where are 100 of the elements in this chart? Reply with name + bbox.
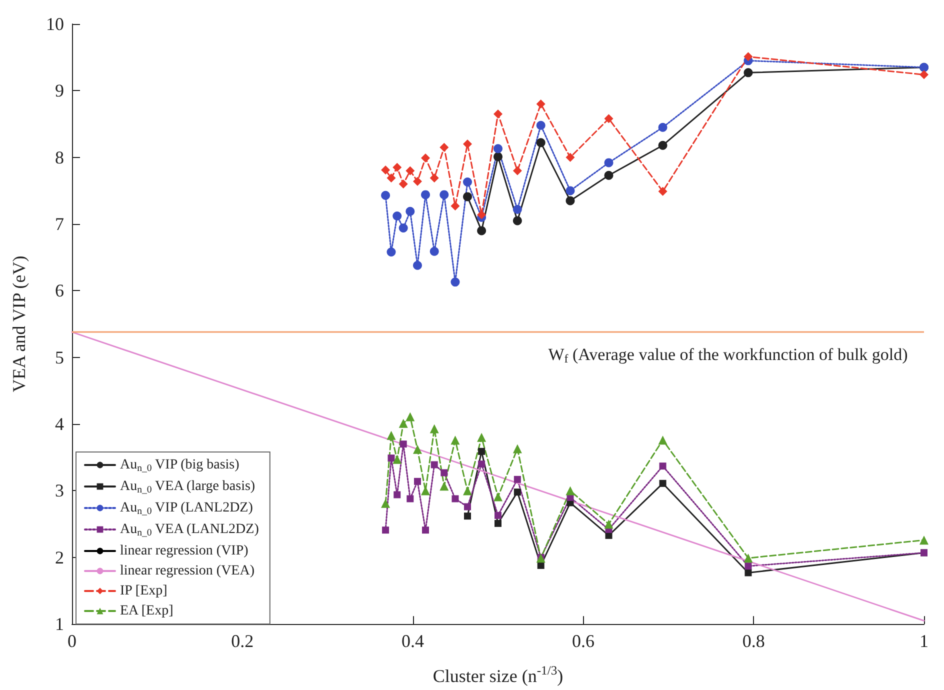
point — [514, 476, 521, 483]
point — [386, 430, 396, 440]
point — [512, 444, 522, 454]
x-tick-label: 0.2 — [231, 631, 254, 652]
point — [494, 492, 502, 502]
point — [478, 448, 486, 455]
point — [430, 461, 438, 468]
point — [494, 152, 502, 162]
y-tick-label: 8 — [55, 147, 64, 168]
point — [744, 562, 752, 570]
point — [512, 216, 522, 226]
point — [477, 432, 486, 442]
point — [494, 144, 502, 154]
point — [659, 462, 666, 470]
point — [658, 436, 668, 445]
point — [398, 224, 408, 233]
point — [398, 180, 408, 189]
point — [658, 122, 668, 132]
point — [464, 503, 471, 510]
y-tick-label: 3 — [55, 480, 64, 501]
point — [412, 176, 422, 186]
point — [440, 190, 449, 200]
point — [392, 162, 402, 172]
y-tick-label: 9 — [55, 80, 64, 101]
point — [394, 491, 401, 498]
x-tick-label: 0.6 — [572, 631, 594, 652]
point — [382, 526, 390, 534]
point — [512, 166, 522, 176]
point — [744, 68, 753, 78]
point — [381, 166, 390, 175]
point — [412, 260, 422, 270]
point — [744, 52, 753, 62]
point — [463, 486, 472, 496]
point — [566, 186, 575, 196]
point — [566, 486, 575, 496]
point — [536, 120, 546, 130]
point — [566, 152, 575, 162]
y-axis-title: VEA and VIP (eV) — [9, 256, 29, 392]
x-tick-label: 0.4 — [402, 631, 424, 652]
point — [744, 554, 753, 563]
legend-label: linear regression (VEA) — [120, 564, 255, 578]
point — [477, 226, 486, 236]
y-tick-label: 6 — [55, 280, 64, 301]
point — [920, 70, 928, 80]
point — [566, 196, 575, 206]
point — [388, 454, 395, 462]
point — [536, 100, 546, 109]
point — [420, 154, 430, 163]
point — [398, 418, 408, 428]
x-tick-label: 0 — [68, 631, 76, 652]
point — [658, 140, 668, 150]
y-tick-label: 10 — [46, 14, 64, 34]
x-tick-label: 0.8 — [742, 631, 765, 652]
point — [450, 278, 460, 287]
point — [406, 206, 415, 216]
point — [406, 166, 415, 176]
y-tick-label: 5 — [55, 347, 64, 368]
point — [430, 424, 439, 434]
point — [430, 246, 439, 256]
point — [478, 460, 486, 468]
point — [421, 190, 430, 200]
point — [406, 495, 414, 502]
point — [604, 170, 614, 180]
point — [537, 562, 544, 569]
point — [440, 482, 449, 491]
legend-label: linear regression (VIP) — [120, 544, 249, 558]
point — [604, 158, 614, 168]
y-tick-label: 2 — [55, 547, 64, 568]
point — [414, 478, 421, 485]
point — [386, 248, 396, 257]
point — [381, 190, 390, 200]
point — [406, 412, 415, 422]
point — [744, 569, 752, 576]
point — [464, 512, 471, 520]
point — [659, 480, 666, 487]
point — [430, 174, 439, 183]
point — [440, 142, 449, 152]
point — [392, 454, 402, 464]
point — [392, 212, 402, 221]
point — [536, 138, 546, 148]
y-tick-label: 7 — [55, 214, 64, 234]
point — [463, 140, 472, 149]
point — [422, 526, 429, 534]
legend-label: IP [Exp] — [120, 584, 168, 598]
point — [604, 520, 614, 529]
x-tick-label: 1 — [920, 631, 928, 652]
y-tick-label: 4 — [55, 414, 64, 434]
point — [386, 174, 396, 183]
point — [463, 192, 472, 202]
point — [477, 210, 486, 220]
point — [514, 488, 521, 496]
point — [920, 536, 928, 545]
y-tick-label: 1 — [55, 614, 64, 634]
point — [381, 498, 390, 508]
point — [658, 186, 668, 196]
legend-label: EA [Exp] — [120, 604, 174, 618]
point — [450, 202, 460, 211]
point — [400, 440, 407, 448]
point — [440, 469, 448, 476]
point — [512, 204, 522, 214]
